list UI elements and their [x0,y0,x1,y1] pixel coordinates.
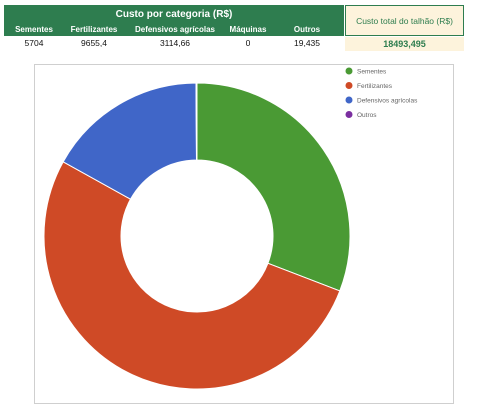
slice-outros [195,82,198,161]
table-title: Custo por categoria (R$) [4,5,344,23]
value-defensivos: 3114,66 [159,38,191,48]
chart-frame: Sementes Fertilizantes Defensivos agrícola… [34,64,454,404]
legend-item-outros: Outros [345,111,377,119]
legend-marker [345,96,353,104]
total-cost-value: 18493,495 [345,37,464,51]
donut-chart: Sementes Fertilizantes Defensivos agrícola… [43,67,418,390]
legend-item-fertilizantes: Fertilizantes [345,82,393,90]
table-header-row: Sementes Fertilizantes Defensivos agríco… [4,23,344,36]
cost-summary-table: Custo por categoria (R$) Sementes Fertil… [4,5,464,51]
value-maquinas: 0 [245,38,251,48]
legend-item-defensivos-agricolas: Defensivos agrícolas [345,96,418,105]
column-header-fertilizantes: Fertilizantes [70,25,118,34]
legend-marker [345,111,353,118]
legend-marker [345,67,353,75]
value-sementes: 5704 [24,38,44,48]
slice-sementes [196,82,351,292]
table-row: 5704 9655,4 3114,66 0 19,435 [4,37,344,50]
legend-label: Fertilizantes [357,83,393,90]
column-header-defensivos: Defensivos agrícolas [134,25,216,34]
value-outros: 19,435 [294,38,320,48]
legend-label: Sementes [357,69,387,76]
column-header-outros: Outros [293,25,321,34]
column-header-sementes: Sementes [15,25,53,34]
slice-fertilizantes [43,161,341,390]
total-cost-label: Custo total do talhão (R$) [345,5,464,36]
legend-marker [345,82,353,89]
legend-label: Outros [357,112,377,119]
legend-label: Defensivos agrícolas [357,98,418,105]
column-header-maquinas: Máquinas [229,25,267,34]
value-fertilizantes: 9655,4 [81,38,107,48]
legend-item-sementes: Sementes [345,67,387,76]
